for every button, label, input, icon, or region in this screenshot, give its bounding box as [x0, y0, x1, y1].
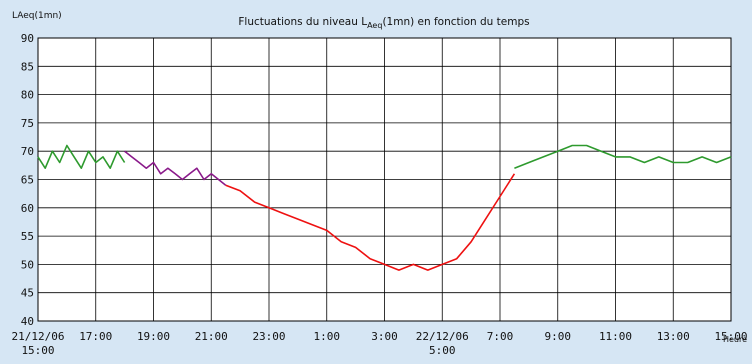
x-tick-label: 17:00: [79, 330, 112, 343]
x-tick-label-line2: 5:00: [429, 344, 456, 357]
x-axis-label: Heure: [723, 335, 747, 344]
chart-title-subscript: Aeq: [367, 21, 382, 30]
y-tick-labels: 40 45 50 55 60 65 70 75 80 85 90: [21, 32, 34, 328]
chart-title: Fluctuations du niveau LAeq(1mn) en fonc…: [238, 16, 529, 30]
x-tick-label: 7:00: [487, 330, 514, 343]
series-group: [37, 144, 732, 271]
y-tick-label: 60: [21, 202, 34, 215]
y-tick-label: 40: [21, 315, 34, 328]
series-line: [225, 173, 516, 271]
series-line: [37, 144, 126, 169]
chart-title-main: Fluctuations du niveau L: [238, 16, 367, 28]
x-tick-label: 23:00: [252, 330, 285, 343]
y-tick-label: 70: [21, 145, 34, 158]
y-tick-label: 50: [21, 258, 34, 271]
y-tick-label: 45: [21, 287, 34, 300]
series-line: [514, 144, 732, 169]
x-tick-label: 13:00: [657, 330, 690, 343]
x-tick-label: 21:00: [195, 330, 228, 343]
y-tick-label: 90: [21, 32, 34, 45]
x-tick-label: 3:00: [371, 330, 398, 343]
x-tick-label-line2: 15:00: [21, 344, 54, 357]
y-tick-label: 80: [21, 89, 34, 102]
series-line: [124, 150, 227, 186]
y-tick-label: 85: [21, 60, 34, 73]
gridlines: [37, 37, 732, 322]
x-tick-label: 15:00: [714, 330, 747, 343]
x-tick-label: 9:00: [545, 330, 572, 343]
y-tick-label: 65: [21, 174, 34, 187]
x-tick-label: 11:00: [599, 330, 632, 343]
y-axis-label: LAeq(1mn): [12, 11, 62, 21]
x-tick-label: 19:00: [137, 330, 170, 343]
x-tick-label: 21/12/06: [12, 330, 65, 343]
chart-title-rest: (1mn) en fonction du temps: [382, 16, 529, 28]
x-tick-label: 22/12/06: [416, 330, 469, 343]
y-tick-label: 75: [21, 117, 34, 130]
y-tick-label: 55: [21, 230, 34, 243]
x-tick-label: 1:00: [314, 330, 341, 343]
